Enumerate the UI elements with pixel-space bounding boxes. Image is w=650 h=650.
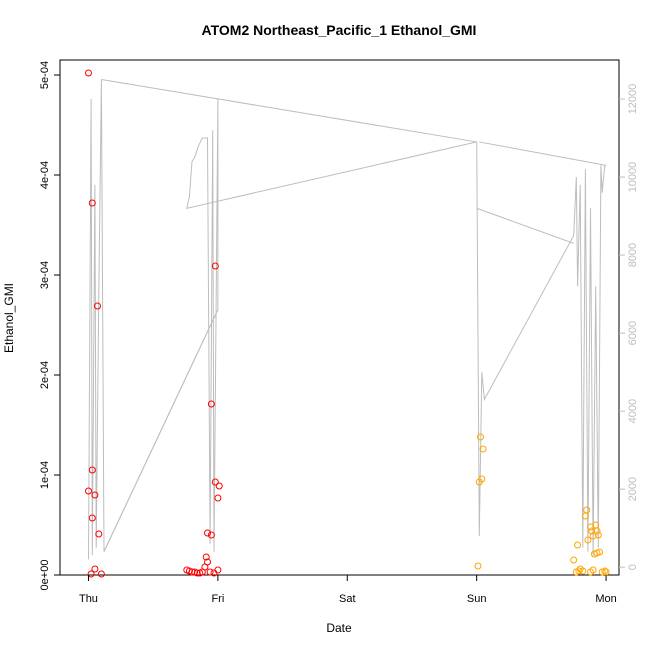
data-point — [574, 541, 582, 549]
data-point — [97, 570, 105, 578]
y2-tick-label: 8000 — [627, 243, 639, 267]
y-tick-label: 2e-04 — [39, 361, 51, 389]
x-tick-label: Mon — [595, 593, 616, 605]
x-tick-label: Thu — [79, 593, 98, 605]
data-point — [85, 69, 92, 77]
data-point — [594, 531, 602, 539]
data-point — [94, 302, 101, 310]
data-point — [207, 531, 215, 539]
data-point — [215, 482, 223, 490]
data-point — [88, 199, 96, 207]
data-point — [579, 567, 587, 575]
data-point — [188, 568, 196, 576]
data-point — [206, 568, 214, 576]
y2-tick-label: 2000 — [627, 477, 639, 501]
data-point — [207, 400, 215, 408]
y-tick-label: 0e+00 — [39, 560, 51, 591]
altitude-connector — [476, 207, 574, 244]
data-point — [88, 514, 96, 522]
altitude-line — [88, 79, 606, 560]
y2-tick-label: 10000 — [627, 162, 639, 193]
data-point — [596, 548, 604, 556]
data-point — [87, 570, 95, 578]
y2-tick-label: 12000 — [627, 84, 639, 115]
data-point — [211, 478, 219, 486]
data-point — [588, 527, 596, 535]
data-point — [589, 532, 597, 540]
altitude-connector — [103, 309, 219, 552]
data-point — [570, 556, 578, 564]
data-point — [589, 566, 597, 574]
data-point — [475, 478, 483, 486]
data-point — [85, 487, 92, 495]
data-point — [204, 558, 211, 566]
y-tick-label: 1e-04 — [39, 461, 51, 489]
y-axis: 0e+00 1e-04 2e-04 3e-04 4e-04 5e-04 — [39, 61, 60, 591]
y2-tick-label: 4000 — [627, 399, 639, 423]
data-point — [584, 536, 592, 544]
data-point — [193, 569, 201, 577]
x-axis: Thu Fri Sat Sun Mon — [79, 575, 617, 605]
data-point — [91, 491, 99, 499]
secondary-y-axis: 0 2000 4000 6000 8000 10000 12000 — [619, 84, 639, 570]
data-point — [601, 567, 609, 575]
x-tick-label: Sun — [467, 593, 487, 605]
altitude-connector — [479, 141, 607, 166]
data-point — [95, 530, 103, 538]
data-point — [214, 566, 222, 574]
data-point — [477, 433, 484, 441]
y-tick-label: 5e-04 — [39, 61, 51, 89]
y-tick-label: 4e-04 — [39, 161, 51, 189]
data-point — [593, 527, 601, 535]
y2-tick-label: 0 — [627, 564, 639, 570]
x-tick-label: Sat — [339, 593, 356, 605]
data-point — [583, 506, 591, 514]
x-axis-label: Date — [326, 621, 352, 635]
data-point — [204, 529, 211, 537]
data-point — [575, 567, 583, 575]
altitude-connector — [101, 79, 477, 143]
y-tick-label: 3e-04 — [39, 261, 51, 289]
plot-frame — [59, 59, 620, 576]
data-point — [211, 262, 219, 270]
data-point — [479, 445, 487, 453]
data-point — [474, 562, 482, 570]
x-tick-label: Fri — [211, 593, 224, 605]
chart-title: ATOM2 Northeast_Pacific_1 Ethanol_GMI — [202, 22, 477, 38]
data-point — [202, 553, 210, 561]
y-axis-label: Ethanol_GMI — [2, 283, 16, 353]
data-point — [88, 466, 96, 474]
altitude-trace — [88, 79, 607, 560]
y2-tick-label: 6000 — [627, 321, 639, 345]
data-point — [214, 494, 222, 502]
data-points — [85, 69, 610, 578]
data-point — [91, 565, 99, 573]
